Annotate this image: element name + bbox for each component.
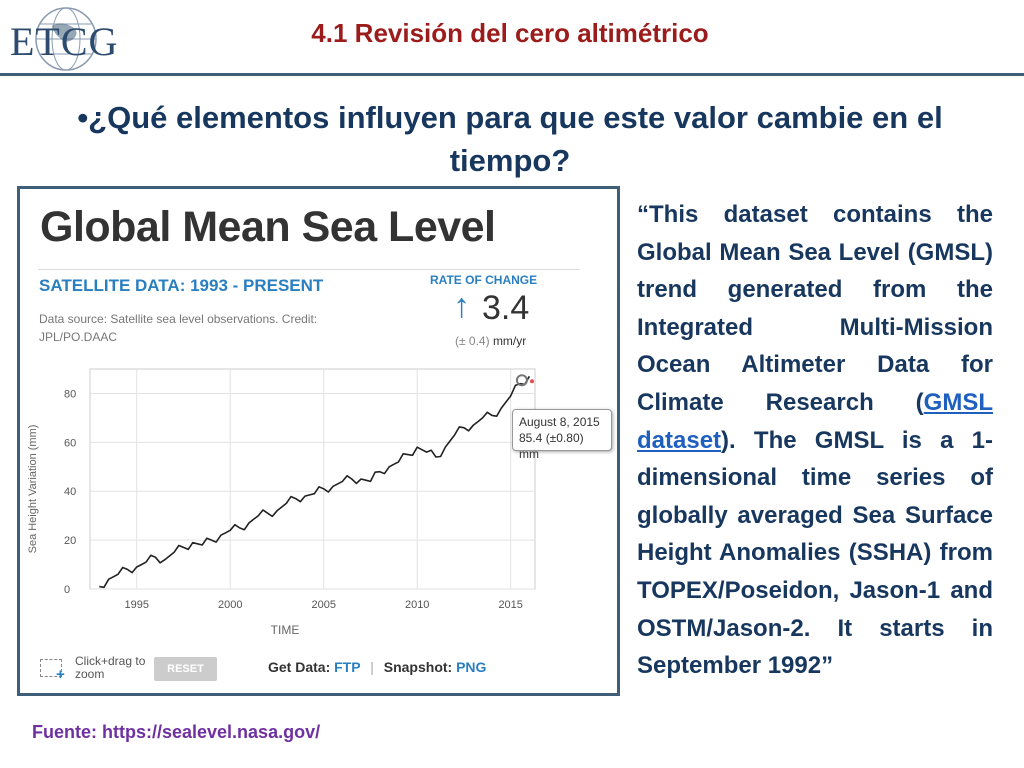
data-tooltip: August 8, 2015 85.4 (±0.80) mm <box>512 409 612 461</box>
gmsl-dataset-link[interactable]: GMSL dataset <box>637 388 993 454</box>
x-tick-label: 2010 <box>405 599 429 611</box>
zoom-selection-icon <box>40 659 62 677</box>
snapshot-label: Snapshot: <box>383 659 453 675</box>
y-tick-label: 80 <box>64 388 76 400</box>
header-divider <box>0 73 1024 76</box>
x-tick-label: 2000 <box>218 599 242 611</box>
up-arrow-icon: ↑ <box>453 287 470 325</box>
rate-label: RATE OF CHANGE <box>430 273 538 287</box>
get-data-label: Get Data: <box>268 659 331 675</box>
chart-source: Data source: Satellite sea level observa… <box>39 312 318 344</box>
tooltip-value: 85.4 (±0.80) mm <box>519 431 584 461</box>
sea-level-chart[interactable]: 0 20 40 60 80 1995 2000 2005 2010 2015 Sea Height… <box>20 189 617 693</box>
globe-icon <box>35 7 97 71</box>
y-tick-label: 0 <box>64 584 70 596</box>
x-tick-label: 1995 <box>125 599 149 611</box>
x-tick-label: 2005 <box>311 599 335 611</box>
question-heading: •¿Qué elementos influyen para que este v… <box>77 100 943 178</box>
y-tick-label: 60 <box>64 437 76 449</box>
gmsl-series-line <box>99 375 531 589</box>
y-axis-label: Sea Height Variation (mm) <box>27 425 39 554</box>
chart-panel: Global Mean Sea Level SATELLITE DATA: 19… <box>17 186 620 696</box>
png-link[interactable]: PNG <box>456 659 487 675</box>
rate-uncertainty-value: (± 0.4) <box>455 334 490 348</box>
x-tick-label: 2015 <box>498 599 522 611</box>
plot-area-frame <box>89 368 536 590</box>
tooltip-date: August 8, 2015 <box>519 415 600 429</box>
footer-source: Fuente: https://sealevel.nasa.gov/ <box>32 722 321 742</box>
x-axis-label: TIME <box>271 623 300 637</box>
y-tick-label: 40 <box>64 486 76 498</box>
highlight-point <box>515 374 528 387</box>
ftp-link[interactable]: FTP <box>334 659 361 675</box>
rate-value: 3.4 <box>482 289 530 327</box>
etcg-logo: ETCG <box>4 4 124 74</box>
chart-title: Global Mean Sea Level <box>40 203 496 251</box>
page-title: 4.1 Revisión del cero altimétrico <box>311 18 709 48</box>
chart-subtitle: SATELLITE DATA: 1993 - PRESENT <box>39 276 324 295</box>
rate-unit: mm/yr <box>492 334 527 348</box>
rate-uncertainty: (± 0.4) mm/yr <box>455 334 526 348</box>
zoom-hint: Click+drag to zoom <box>75 654 146 681</box>
chart-title-divider <box>38 269 580 270</box>
latest-point <box>530 379 534 384</box>
description-text-end: ). The GMSL is a 1-dimensional time seri… <box>637 426 993 680</box>
dataset-description: “This dataset contains the Global Mean S… <box>637 196 993 685</box>
logo-text: ETCG <box>10 19 119 64</box>
plus-icon: + <box>56 666 65 683</box>
description-text-start: “This dataset contains the Global Mean S… <box>637 201 993 416</box>
reset-button[interactable]: RESET <box>154 657 217 681</box>
get-data-bar: Get Data: FTP | Snapshot: PNG <box>268 659 486 675</box>
y-tick-label: 20 <box>64 535 76 547</box>
separator: | <box>370 659 374 675</box>
